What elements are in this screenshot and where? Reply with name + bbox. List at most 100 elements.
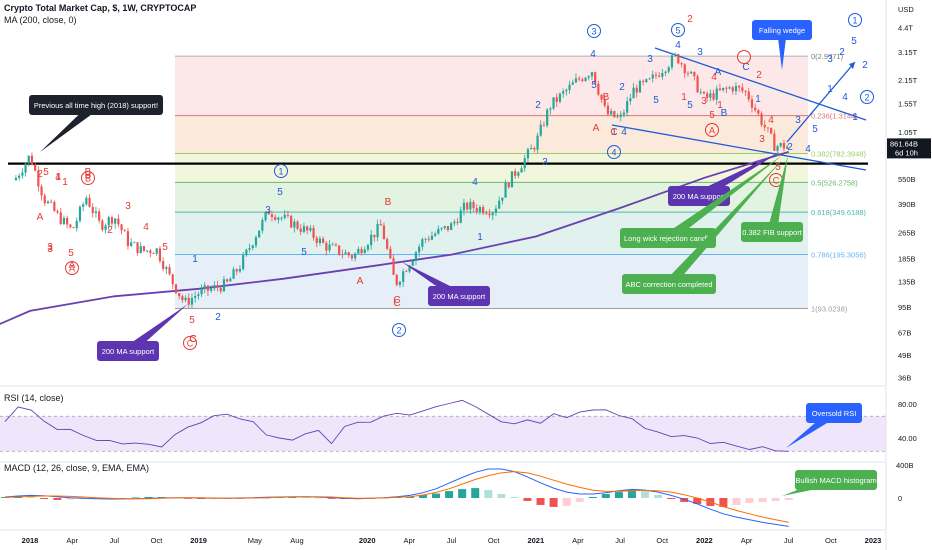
callout-text: 200 MA support [102, 347, 155, 356]
candle-body [325, 242, 328, 251]
wave-circle-red [183, 336, 197, 350]
callout-box [752, 20, 812, 40]
macd-histogram-bar [654, 495, 663, 498]
candle-body [382, 225, 386, 240]
candle-body [530, 147, 533, 150]
candle-body [392, 258, 395, 275]
wave-label-blue: A [715, 67, 722, 78]
y-tick-label: 95B [898, 303, 911, 312]
candle-body [472, 201, 475, 209]
wave-label-red: B [603, 92, 610, 103]
candle-body [728, 87, 731, 89]
candle-body [43, 195, 46, 204]
candle-body [747, 91, 750, 100]
candle-body [251, 245, 254, 248]
x-tick-label: Jul [447, 536, 457, 545]
wave-label-red: 3 [47, 244, 53, 255]
y-tick-label: 67B [898, 328, 911, 337]
wave-label-red: C [393, 295, 400, 306]
candle-body [734, 85, 738, 92]
wave-circle-label-blue: 2 [396, 326, 401, 336]
macd-histogram-bar [667, 498, 676, 499]
wave-label-blue: 5 [851, 36, 857, 47]
candle-body [606, 105, 610, 115]
candle-body [110, 217, 114, 224]
candle-body [421, 239, 424, 247]
candle-body [661, 73, 664, 77]
wave-label-blue: 1 [611, 127, 617, 138]
wave-circle-blue [671, 23, 685, 37]
candle-body [264, 212, 267, 220]
y-tick-label: 265B [898, 228, 916, 237]
ma-indicator-label: MA (200, close, 0) [4, 15, 77, 25]
candle-body [702, 91, 706, 94]
candle-body [571, 82, 574, 85]
candle-body [443, 226, 446, 228]
candle-body [123, 230, 126, 232]
candle-body [482, 207, 485, 214]
candle-body [475, 208, 478, 212]
candle-body [248, 247, 251, 250]
candle-body [226, 279, 229, 282]
wave-label-red: 4 [768, 115, 774, 126]
y-tick-label: 49B [898, 351, 911, 360]
y-tick-label: 4.4T [898, 24, 913, 33]
macd-histogram-bar [131, 497, 140, 499]
candle-body [82, 204, 85, 207]
y-tick-label: 3.15T [898, 48, 918, 57]
y-tick-label: 36B [898, 374, 911, 383]
candle-body [478, 207, 482, 212]
y-tick-label: 185B [898, 254, 916, 263]
candle-body [514, 171, 517, 176]
candle-body [315, 237, 318, 244]
candle-body [187, 297, 190, 305]
macd-histogram-bar [771, 498, 780, 501]
y-tick-label: USD [898, 5, 914, 14]
callout-pointer [665, 155, 783, 243]
candle-body [360, 248, 363, 254]
candle-body [27, 155, 30, 164]
candle-body [549, 108, 552, 110]
candle-body [194, 296, 197, 298]
candle-body [635, 87, 638, 93]
candle-body [408, 265, 411, 272]
candle-body [766, 127, 770, 129]
callout-box [428, 286, 490, 306]
candle-body [149, 250, 152, 254]
macd-histogram-bar [445, 491, 454, 498]
macd-axis-label: 400B [896, 461, 914, 470]
candle-body [190, 297, 194, 305]
wave-label-red: A [357, 276, 364, 287]
candle-body [254, 237, 258, 246]
candle-body [523, 158, 526, 169]
candle-body [434, 233, 437, 236]
candle-body [302, 226, 306, 232]
macd-histogram-bar [53, 498, 62, 500]
candle-body [414, 252, 418, 261]
wave-circle-red [81, 171, 95, 185]
candle-body [235, 269, 238, 272]
candle-body [283, 214, 286, 218]
candle-body [216, 285, 219, 288]
candle-body [354, 253, 357, 259]
candle-body [280, 217, 283, 219]
candle-body [418, 246, 421, 253]
candle-body [462, 202, 466, 211]
wave-label-blue: 5 [812, 124, 818, 135]
rsi-axis-label: 80.00 [898, 400, 917, 409]
wave-label-blue: 3 [265, 205, 271, 216]
candle-body [494, 208, 498, 213]
y-tick-label: 1.55T [898, 100, 918, 109]
candle-body [536, 135, 539, 150]
wave-label-red: 1 [717, 100, 723, 111]
candle-body [731, 87, 734, 92]
wave-label-blue: 4 [590, 49, 596, 60]
wave-label-red: 3 [759, 134, 765, 145]
candle-body [651, 74, 654, 79]
macd-histogram-bar [327, 498, 336, 499]
candle-body [56, 211, 59, 213]
candle-body [62, 217, 66, 224]
fib-label: 0.382(782.3948) [811, 149, 867, 158]
candle-body [21, 172, 24, 176]
candle-body [37, 170, 40, 187]
